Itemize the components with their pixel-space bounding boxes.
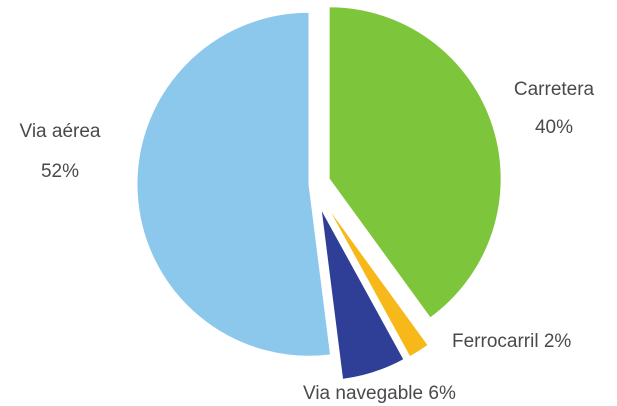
value-via-aerea: 52% <box>41 161 79 182</box>
slice-ferrocarril <box>326 205 429 358</box>
pie-slices <box>136 6 502 380</box>
slice-carretera <box>328 6 502 319</box>
label-via-aerea: Via aérea <box>20 121 101 142</box>
label-ferrocarril-name: Ferrocarril <box>452 331 539 352</box>
value-via-navegable: 6% <box>428 383 456 404</box>
label-carretera: Carretera <box>514 79 595 100</box>
slice-via-navegable <box>320 208 405 380</box>
label-via-navegable: Via navegable 6% <box>303 383 456 404</box>
value-carretera: 40% <box>535 117 573 138</box>
label-via-navegable-name: Via navegable <box>303 383 423 404</box>
value-ferrocarril: 2% <box>544 331 572 352</box>
slice-via-aerea <box>136 11 332 357</box>
label-ferrocarril: Ferrocarril 2% <box>452 331 571 352</box>
